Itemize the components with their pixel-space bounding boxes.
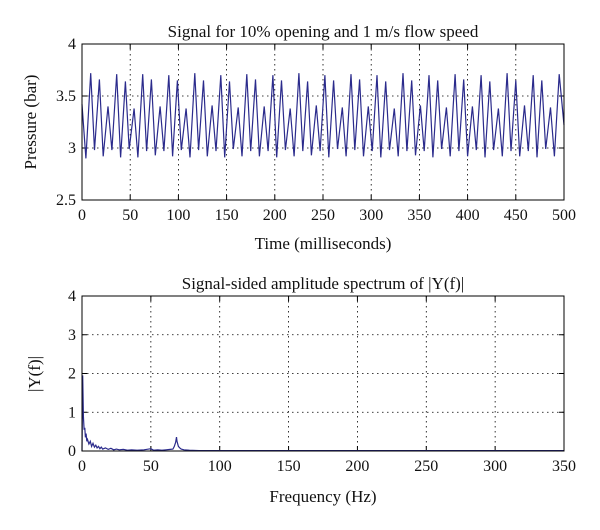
top-pressure-line xyxy=(81,73,565,159)
top-x-tick-label: 300 xyxy=(359,207,383,224)
bottom-spectrum-line xyxy=(81,375,564,452)
top-x-axis-label: Time (milliseconds) xyxy=(255,234,392,253)
top-x-tick-label: 150 xyxy=(215,207,239,224)
bottom-y-axis-label: |Y(f)| xyxy=(25,356,44,392)
top-x-tick-label: 400 xyxy=(456,207,480,224)
bottom-x-tick-label: 100 xyxy=(208,458,232,475)
top-x-tick-label: 50 xyxy=(122,207,138,224)
bottom-y-tick-labels: 0 1 2 3 4 xyxy=(68,288,76,460)
bottom-y-tick-label: 4 xyxy=(68,288,76,305)
top-y-axis-label: Pressure (bar) xyxy=(21,75,40,170)
bottom-x-axis-label: Frequency (Hz) xyxy=(269,487,376,506)
top-chart-title: Signal for 10% opening and 1 m/s flow sp… xyxy=(168,22,479,41)
top-x-tick-label: 250 xyxy=(311,207,335,224)
bottom-grid xyxy=(82,296,564,451)
top-x-tick-label: 350 xyxy=(407,207,431,224)
top-y-tick-label: 2.5 xyxy=(56,192,76,209)
bottom-plot-border xyxy=(81,295,565,452)
bottom-x-tick-label: 200 xyxy=(345,458,369,475)
top-x-tick-label: 450 xyxy=(504,207,528,224)
bottom-x-tick-label: 0 xyxy=(78,458,86,475)
bottom-y-tick-label: 3 xyxy=(68,327,76,344)
bottom-x-tick-label: 350 xyxy=(552,458,576,475)
bottom-x-tick-label: 250 xyxy=(414,458,438,475)
top-x-tick-labels: 0 50 100 150 200 250 300 350 400 450 500 xyxy=(78,207,576,224)
top-y-tick-label: 3 xyxy=(68,140,76,157)
top-plot-border xyxy=(81,43,565,201)
top-y-tick-label: 4 xyxy=(68,36,76,53)
top-x-tick-label: 500 xyxy=(552,207,576,224)
top-x-tick-label: 200 xyxy=(263,207,287,224)
bottom-y-tick-label: 2 xyxy=(68,366,76,383)
bottom-x-tick-label: 300 xyxy=(483,458,507,475)
bottom-y-tick-label: 1 xyxy=(68,404,76,421)
top-y-tick-label: 3.5 xyxy=(56,88,76,105)
top-y-tick-labels: 2.5 3 3.5 4 xyxy=(56,36,76,209)
top-x-tick-label: 100 xyxy=(166,207,190,224)
bottom-x-tick-label: 50 xyxy=(143,458,159,475)
top-x-tick-label: 0 xyxy=(78,207,86,224)
bottom-chart-title: Signal-sided amplitude spectrum of |Y(f)… xyxy=(182,274,465,293)
bottom-x-tick-label: 150 xyxy=(277,458,301,475)
bottom-y-tick-label: 0 xyxy=(68,443,76,460)
bottom-x-tick-labels: 0 50 100 150 200 250 300 350 xyxy=(78,458,576,475)
